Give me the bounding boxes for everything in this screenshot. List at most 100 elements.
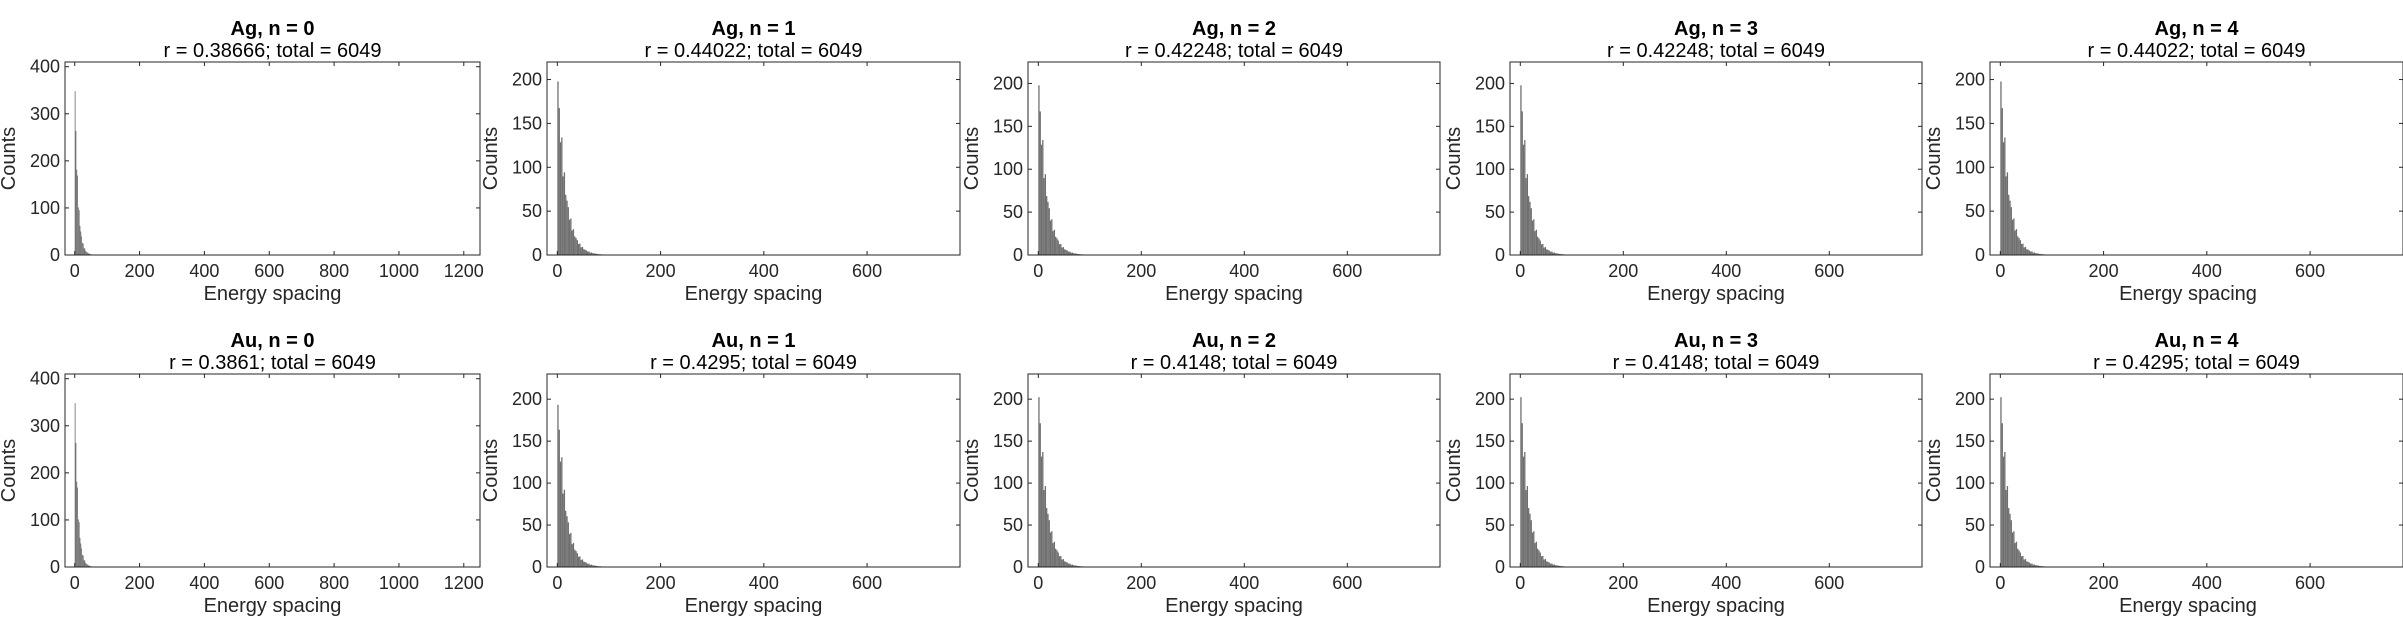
histogram-bar <box>1042 140 1044 255</box>
y-tick-label: 400 <box>30 57 60 77</box>
histogram-bar <box>86 563 87 567</box>
y-axis-label: Counts <box>1923 439 1945 502</box>
histogram-bar <box>2010 520 2012 567</box>
histogram-bar <box>1065 249 1067 255</box>
histogram-bar <box>574 236 576 255</box>
y-tick-label: 200 <box>30 151 60 171</box>
histogram-bar <box>579 243 581 255</box>
histogram-bar <box>1044 174 1047 255</box>
y-tick-label: 100 <box>1955 473 1985 493</box>
histogram-bar <box>593 565 595 567</box>
histogram-bar <box>2040 253 2042 255</box>
histogram-bar <box>1521 111 1523 255</box>
histogram-bars <box>557 81 608 255</box>
x-tick-label: 200 <box>2089 261 2119 281</box>
histogram-bar <box>587 251 589 255</box>
y-tick-label: 0 <box>532 245 542 265</box>
chart-title: Au, n = 2 <box>1192 330 1276 352</box>
histogram-bars <box>1038 397 1090 567</box>
histogram-bar <box>596 565 598 567</box>
chart-title: Ag, n = 0 <box>231 18 315 40</box>
histogram-bar <box>2017 548 2019 567</box>
histogram-bar <box>2024 559 2027 567</box>
histogram-bar <box>1038 85 1040 255</box>
histogram-bar <box>1076 253 1079 255</box>
histogram-bar <box>592 565 594 567</box>
histogram-bar <box>2018 550 2020 567</box>
y-tick-label: 150 <box>993 116 1023 136</box>
histogram-bar <box>78 522 80 567</box>
histogram-bar <box>1533 531 1535 567</box>
histogram-bar <box>82 555 84 567</box>
chart-subtitle: r = 0.44022; total = 6049 <box>645 40 863 62</box>
y-tick-label: 0 <box>1013 557 1023 577</box>
histogram-bar <box>79 225 81 255</box>
x-tick-label: 400 <box>189 573 219 593</box>
histogram-bar <box>80 543 82 567</box>
chart-panel-7: Au, n = 1r = 0.4295; total = 6049 0 200 400… <box>480 330 961 617</box>
chart-panel-1: Ag, n = 0r = 0.38666; total = 6049 0 200 40… <box>0 18 484 305</box>
histogram-bar <box>1560 565 1562 567</box>
histogram-bar <box>590 252 593 255</box>
x-tick-label: 200 <box>125 261 155 281</box>
histogram-bar <box>568 534 571 567</box>
histogram-bar <box>1062 559 1065 567</box>
histogram-bars <box>74 403 96 567</box>
histogram-bar <box>1526 174 1529 255</box>
chart-title: Au, n = 4 <box>2155 330 2240 352</box>
histogram-bar <box>2020 556 2023 567</box>
histogram-bar <box>2000 81 2002 255</box>
histogram-bar <box>1526 486 1529 567</box>
histogram-bar <box>2032 564 2034 567</box>
histogram-bar <box>570 532 572 567</box>
x-tick-label: 200 <box>125 573 155 593</box>
histogram-bar <box>80 231 82 255</box>
histogram-bar <box>565 510 567 567</box>
histogram-bar <box>1038 397 1040 567</box>
histogram-bar <box>74 91 76 255</box>
histogram-bar <box>577 556 580 567</box>
histogram-bar <box>559 461 562 567</box>
histogram-bar <box>1537 236 1539 255</box>
histogram-bar <box>557 404 559 567</box>
histogram-bar <box>1074 565 1076 567</box>
histogram-bar <box>2019 552 2021 567</box>
histogram-bar <box>82 554 83 567</box>
histogram-bar <box>1538 238 1540 255</box>
histogram-bar <box>1530 520 1532 567</box>
histogram-bar <box>1531 532 1534 567</box>
histogram-bar <box>83 248 85 255</box>
histogram-bar <box>1065 561 1067 567</box>
histogram-bar <box>575 551 577 567</box>
x-tick-label: 400 <box>749 573 779 593</box>
histogram-bar <box>2036 253 2038 255</box>
histogram-bar <box>567 207 569 255</box>
y-tick-label: 150 <box>512 431 542 451</box>
histogram-bar <box>1556 253 1558 255</box>
histogram-bar <box>1546 561 1548 567</box>
histogram-bar <box>2037 253 2040 255</box>
histogram-bar <box>81 236 83 255</box>
histogram-bar <box>85 562 87 567</box>
histogram-bar <box>1060 555 1062 567</box>
y-tick-label: 200 <box>1955 389 1985 409</box>
histogram-bar <box>584 249 586 255</box>
axes-box <box>1509 61 1923 256</box>
histogram-bar <box>1531 220 1534 255</box>
y-tick-label: 0 <box>1975 557 1985 577</box>
histogram-bar <box>1549 563 1552 567</box>
histogram-bar <box>557 81 559 255</box>
histogram-bar <box>1071 564 1074 567</box>
histogram-bar <box>79 537 81 567</box>
y-tick-label: 100 <box>1475 159 1505 179</box>
y-tick-label: 200 <box>1955 70 1985 90</box>
x-tick-label: 600 <box>254 573 284 593</box>
x-tick-label: 600 <box>2295 573 2325 593</box>
histogram-bar <box>2031 563 2033 567</box>
y-axis-label: Counts <box>961 127 983 190</box>
histogram-bar <box>1547 249 1549 255</box>
histogram-bar <box>86 564 88 567</box>
x-tick-label: 400 <box>1711 261 1741 281</box>
histogram-bar <box>2013 218 2015 255</box>
histogram-bar <box>1067 563 1070 567</box>
